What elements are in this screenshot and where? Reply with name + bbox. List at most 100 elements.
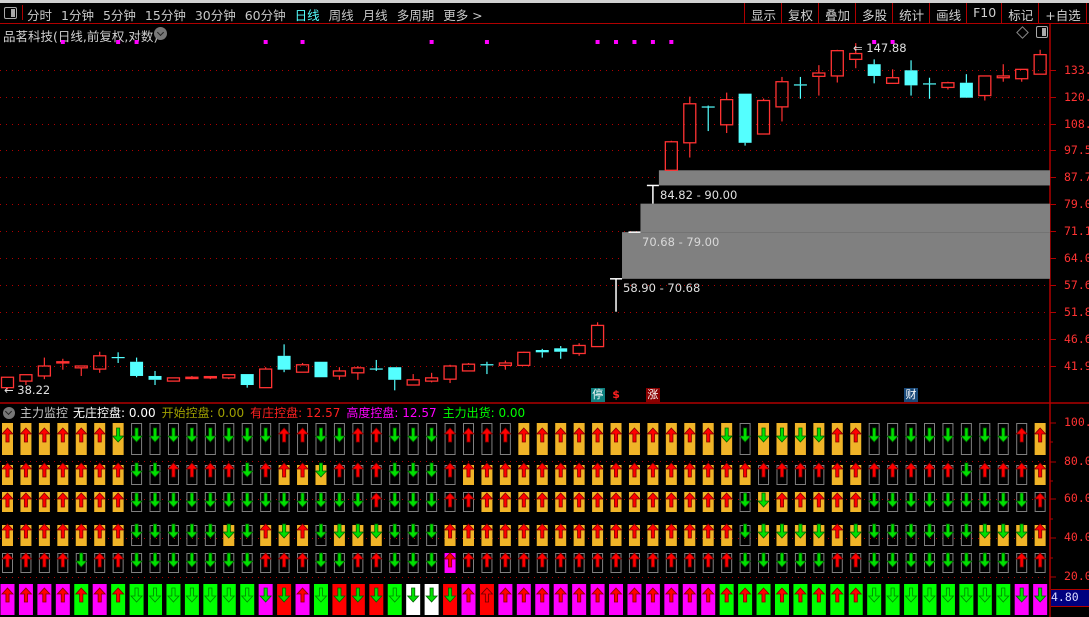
candle[interactable] [0,376,15,390]
candle[interactable] [1033,49,1047,75]
period-tab[interactable]: 分时 [27,8,53,23]
candle[interactable] [111,352,125,363]
toolbar-button[interactable]: F10 [966,3,1001,23]
candle[interactable] [830,49,844,83]
candle[interactable] [480,361,494,375]
candle[interactable] [1015,68,1029,82]
toolbar-button[interactable]: 画线 [929,3,966,23]
candle[interactable] [37,357,52,380]
candle[interactable] [222,374,236,380]
candle[interactable] [849,43,863,69]
toolbar-button[interactable]: 叠加 [818,3,855,23]
candle[interactable] [74,365,88,376]
candle[interactable] [941,81,955,90]
candle[interactable] [554,346,568,359]
candle[interactable] [406,374,420,386]
candle[interactable] [978,75,992,101]
toolbar-button[interactable]: 复权 [781,3,818,23]
arrow-down-icon [369,587,383,603]
candle[interactable] [923,77,936,99]
period-tab[interactable]: 60分钟 [244,8,286,23]
toolbar-button[interactable]: 标记 [1001,3,1038,23]
arrow-down-icon [425,427,439,443]
toggle-panel-button[interactable] [2,5,23,20]
gap-range-label: 84.82 - 90.00 [660,188,738,202]
candle[interactable] [185,375,199,380]
period-tab[interactable]: 15分钟 [144,8,186,23]
candle[interactable] [590,322,605,348]
candle[interactable] [959,74,973,98]
candle[interactable] [812,65,826,96]
candle[interactable] [996,64,1010,82]
candle[interactable] [369,359,383,371]
indicator-signal-cell [996,584,1011,615]
indicator-signal-cell [683,462,697,485]
candle[interactable] [259,367,273,389]
period-tab[interactable]: 月线 [362,8,388,23]
candle[interactable] [701,105,715,132]
candle[interactable] [610,278,623,312]
candle[interactable] [535,348,549,358]
indicator-signal-cell [738,523,752,546]
candle[interactable] [166,377,181,382]
candle[interactable] [904,60,918,96]
candle[interactable] [572,343,586,356]
candle[interactable] [720,92,734,134]
indicator-signal-cell [148,423,162,455]
candle[interactable] [130,357,144,378]
candle[interactable] [277,344,291,373]
candle[interactable] [498,360,513,370]
arrow-down-icon [1015,587,1029,603]
candle[interactable] [314,361,328,378]
candle[interactable] [240,374,254,388]
panel-toggle-icon[interactable] [1036,26,1048,38]
toolbar-button[interactable]: 多股 [855,3,892,23]
candle[interactable] [646,184,659,204]
candle[interactable] [19,374,33,386]
period-tab[interactable]: 30分钟 [194,8,236,23]
candle[interactable] [351,366,365,380]
period-tab[interactable]: 5分钟 [102,8,136,23]
period-tab[interactable]: 1分钟 [61,8,94,23]
candle[interactable] [424,372,439,383]
toolbar-button[interactable]: +自选 [1038,3,1085,23]
period-tab[interactable]: 更多 > [443,8,483,23]
event-tag[interactable]: 停 [590,388,605,402]
period-tab[interactable]: 周线 [328,8,354,23]
candle[interactable] [461,362,476,372]
toolbar-button[interactable]: 返回 [1085,3,1089,23]
candle[interactable] [295,362,310,373]
indicator-signal-cell [387,584,402,615]
toolbar-button[interactable]: 统计 [892,3,929,23]
event-tag[interactable]: $ [612,388,620,401]
candle[interactable] [885,69,900,84]
candle[interactable] [388,367,402,391]
event-tag[interactable]: 财 [904,388,919,402]
candle[interactable] [148,370,162,386]
candle-body [941,82,955,89]
candle[interactable] [664,140,678,171]
candle[interactable] [93,351,107,373]
candle[interactable] [443,364,457,384]
event-tag[interactable]: 涨 [645,388,660,402]
candle[interactable] [517,351,531,367]
candle[interactable] [203,375,217,380]
chevron-down-icon[interactable] [154,27,167,40]
candle[interactable] [867,59,881,84]
period-tab[interactable]: 日线 [294,8,320,23]
period-tab[interactable]: 多周期 [396,8,435,23]
candle[interactable] [738,93,752,146]
signal-cell-outline [997,423,1009,455]
arrow-up-icon [923,462,936,478]
toolbar-button[interactable]: 显示 [744,3,781,23]
candle[interactable] [332,367,347,380]
candle[interactable] [793,76,807,99]
candle[interactable] [775,76,789,122]
candle[interactable] [683,96,697,158]
arrow-up-icon [369,492,383,508]
chevron-down-icon[interactable] [3,406,15,419]
indicator-signal-cell [351,462,365,485]
candle[interactable] [756,98,771,135]
candle[interactable] [56,358,70,370]
